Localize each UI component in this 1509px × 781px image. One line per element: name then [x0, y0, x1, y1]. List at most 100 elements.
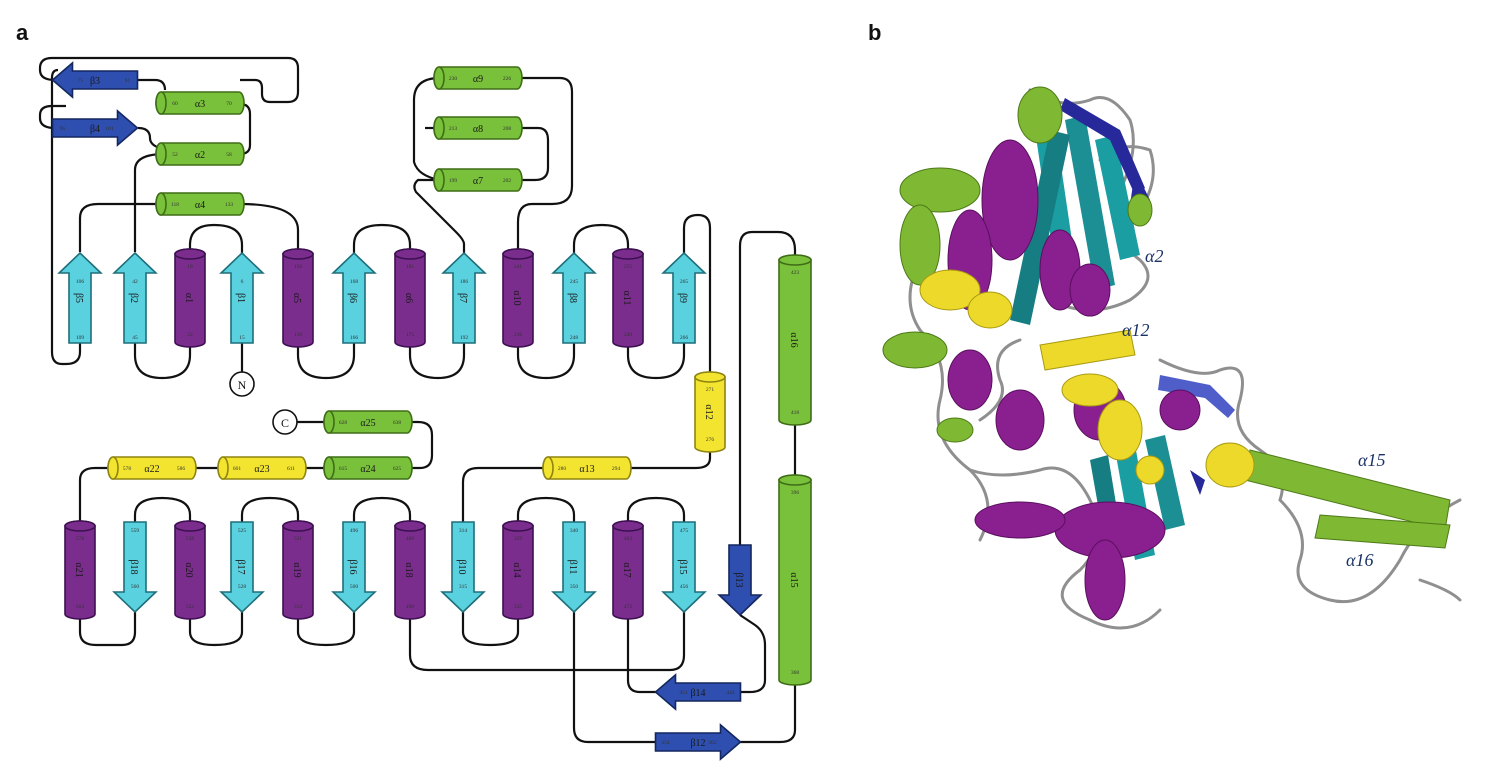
element-label: β8 [567, 293, 578, 303]
strand-b9: β9 265 266 [661, 251, 707, 344]
element-label: α15 [788, 572, 799, 587]
helix-a7: α7 199 202 [433, 168, 523, 192]
residue-end: 202 [503, 178, 512, 184]
residue-start: 106 [76, 279, 85, 285]
residue-start: 601 [233, 466, 242, 472]
residue-end: 500 [350, 584, 359, 590]
helix-a6: α6 181 175 [394, 248, 426, 348]
element-label: α13 [579, 464, 594, 475]
helix-label-a12: α12 [1122, 320, 1149, 340]
residue-start: 423 [791, 270, 800, 276]
element-label: α1 [183, 293, 194, 303]
residue-end: 208 [503, 126, 512, 132]
residue-start: 576 [76, 536, 85, 542]
residue-end: 638 [393, 420, 402, 426]
helix-a11: α11 255 249 [612, 248, 644, 348]
residue-start: 559 [131, 528, 140, 534]
residue-start: 245 [570, 279, 579, 285]
helix-a13: α13 280 294 [542, 456, 632, 480]
strand-b2: β2 42 45 [112, 251, 158, 344]
residue-end: 362 [708, 740, 717, 746]
residue-end: 136 [294, 332, 303, 338]
helix-a14: α14 329 335 [502, 520, 534, 620]
helix-a2: α2 52 58 [155, 142, 245, 166]
element-label: α2 [195, 150, 205, 161]
element-label: β18 [128, 559, 139, 574]
element-label: α17 [621, 562, 632, 577]
element-label: α8 [473, 124, 483, 135]
residue-end: 22 [187, 332, 193, 338]
loop-connections [38, 56, 797, 744]
element-label: α6 [403, 293, 414, 303]
secondary-structure-elements: β3 75 91 α3 60 70 β4 95 101 α2 52 58 α4 118 133 α9 230 22… [51, 61, 812, 761]
residue-end: 70 [226, 101, 232, 107]
residue-start: 118 [171, 202, 179, 208]
residue-end: 166 [350, 335, 359, 341]
element-label: α19 [291, 562, 302, 577]
element-label: α7 [473, 176, 483, 187]
strand-b8: β8 245 248 [551, 251, 597, 344]
helix-a20: α20 538 552 [174, 520, 206, 620]
strand-b15: β15 475 456 [661, 521, 707, 614]
residue-end: 586 [177, 466, 186, 472]
residue-start: 18 [187, 264, 193, 270]
residue-start: 95 [60, 126, 66, 132]
residue-start: 615 [339, 466, 348, 472]
residue-start: 496 [350, 528, 359, 534]
element-label: β13 [733, 572, 744, 587]
residue-start: 213 [449, 126, 458, 132]
residue-end: 101 [105, 126, 114, 132]
element-label: α22 [144, 464, 159, 475]
residue-end: 350 [570, 584, 579, 590]
helix-a19: α19 521 512 [282, 520, 314, 620]
residue-end: 175 [406, 332, 415, 338]
residue-start: 628 [339, 420, 348, 426]
element-label: β12 [690, 738, 705, 749]
element-label: β9 [677, 293, 688, 303]
residue-start: 199 [449, 178, 458, 184]
residue-start: 480 [406, 536, 415, 542]
residue-end: 266 [680, 335, 689, 341]
residue-end: 490 [406, 604, 415, 610]
panel-a-letter: a [16, 20, 29, 45]
residue-end: 368 [791, 670, 800, 676]
residue-start: 525 [238, 528, 247, 534]
residue-start: 396 [791, 490, 800, 496]
element-label: α11 [621, 291, 632, 306]
strand-b13: β13 [717, 544, 763, 617]
residue-start: 42 [132, 279, 138, 285]
helix-a3: α3 60 70 [155, 91, 245, 115]
residue-end: 226 [503, 76, 512, 82]
helix-label-a16: α16 [1346, 550, 1373, 570]
residue-end: 294 [612, 466, 621, 472]
element-label: β11 [567, 560, 578, 575]
residue-end: 552 [186, 604, 195, 610]
helix-a25: α25 628 638 [323, 410, 413, 434]
residue-start: 314 [459, 528, 468, 534]
element-label: α24 [360, 464, 375, 475]
helix-a5: α5 150 136 [282, 248, 314, 348]
residue-end: 560 [131, 584, 140, 590]
helix-a8: α8 213 208 [433, 116, 523, 140]
strand-b12: β12 354 362 [654, 723, 742, 761]
element-label: β3 [90, 76, 100, 87]
structure-rendering-panel: b [860, 0, 1509, 776]
residue-end: 456 [680, 584, 689, 590]
element-label: β7 [457, 293, 468, 303]
residue-start: 230 [449, 76, 458, 82]
element-label: α25 [360, 418, 375, 429]
residue-start: 538 [186, 536, 195, 542]
residue-end: 91 [125, 78, 131, 84]
helix-label-a2: α2 [1145, 246, 1163, 266]
element-label: α23 [254, 464, 269, 475]
element-label: α21 [73, 562, 84, 577]
residue-end: 563 [76, 604, 85, 610]
residue-end: 315 [459, 584, 468, 590]
residue-end: 335 [514, 604, 523, 610]
element-label: β14 [690, 688, 705, 699]
element-label: β6 [347, 293, 358, 303]
element-label: β1 [235, 293, 246, 303]
strand-b5: β5 106 109 [57, 251, 103, 344]
strand-b17: β17 525 528 [219, 521, 265, 614]
residue-end: 58 [226, 152, 232, 158]
